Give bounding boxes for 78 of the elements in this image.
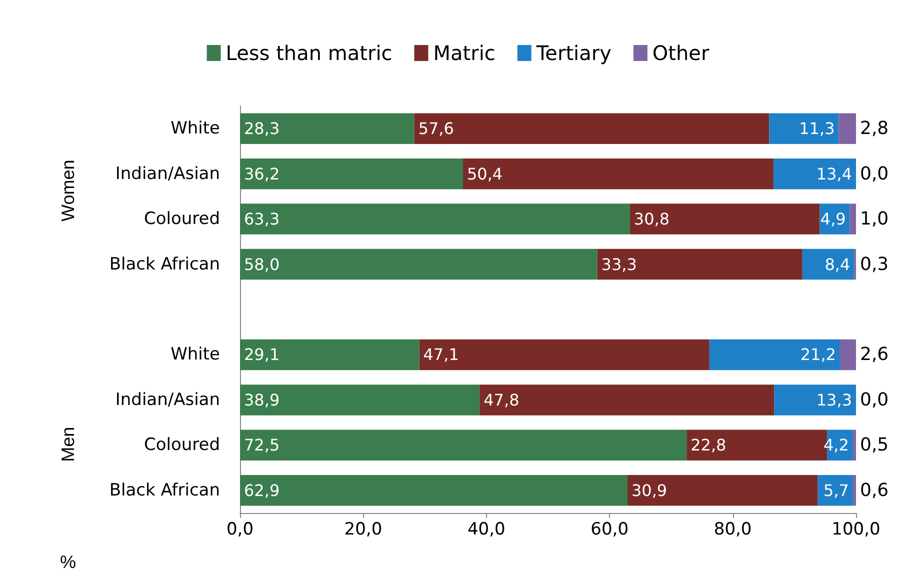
data-label: 28,3 xyxy=(244,119,280,138)
bar xyxy=(240,204,630,234)
y-tick-label: Indian/Asian xyxy=(115,164,220,184)
data-label: 21,2 xyxy=(800,345,836,364)
bar xyxy=(627,475,818,506)
data-label: 0,5 xyxy=(860,434,889,456)
data-label: 30,8 xyxy=(634,210,670,229)
bar xyxy=(802,248,854,280)
x-tick-label: 0,0 xyxy=(226,520,254,540)
data-label: 29,1 xyxy=(244,345,280,364)
data-label: 2,8 xyxy=(860,118,889,140)
bar xyxy=(480,384,774,416)
data-label: 0,6 xyxy=(860,480,889,501)
data-label: 22,8 xyxy=(690,436,726,455)
bar xyxy=(838,113,856,144)
data-label: 36,2 xyxy=(244,164,280,184)
bar xyxy=(709,339,840,370)
data-label: 47,1 xyxy=(423,345,459,364)
bar xyxy=(773,158,856,190)
bar xyxy=(840,339,856,370)
legend-label: Less than matric xyxy=(226,41,392,65)
data-label: 72,5 xyxy=(244,436,280,455)
x-tick-label: 20,0 xyxy=(344,520,382,540)
y-tick-label: Black African xyxy=(109,254,220,274)
y-tick-label: White xyxy=(170,118,220,139)
x-tick-label: 80,0 xyxy=(714,520,752,540)
y-tick-label: White xyxy=(170,344,220,365)
y-tick-label: Indian/Asian xyxy=(115,390,220,410)
data-label: 50,4 xyxy=(466,164,503,184)
x-tick-label: 40,0 xyxy=(467,520,506,540)
data-label: 57,6 xyxy=(418,119,454,138)
data-label: 47,8 xyxy=(484,390,520,410)
bar xyxy=(240,475,628,506)
x-tick-label: 60,0 xyxy=(590,520,629,540)
data-label: 58,0 xyxy=(244,254,280,274)
data-label: 30,9 xyxy=(631,480,668,500)
data-label: 8,4 xyxy=(824,254,850,274)
bar xyxy=(462,158,774,190)
x-tick-label: 100,0 xyxy=(832,520,880,540)
data-label: 13,3 xyxy=(816,390,852,410)
data-label: 13,4 xyxy=(816,164,852,184)
bar xyxy=(818,475,853,506)
bar xyxy=(769,113,839,144)
legend-label: Other xyxy=(652,41,710,65)
data-label: 0,0 xyxy=(860,389,889,410)
y-tick-label: Coloured xyxy=(144,209,220,230)
data-label: 2,6 xyxy=(860,344,889,366)
y-tick-label: Coloured xyxy=(144,435,220,456)
data-label: 5,7 xyxy=(823,480,849,500)
data-label: 33,3 xyxy=(601,254,637,274)
data-label: 0,3 xyxy=(860,254,889,275)
data-label: 62,9 xyxy=(244,480,280,500)
data-label: 1,0 xyxy=(860,208,889,230)
y-tick-label: Black African xyxy=(109,480,220,500)
bar xyxy=(240,158,463,190)
x-axis-title: % xyxy=(60,552,76,572)
text: Women xyxy=(58,160,78,222)
data-label: 38,9 xyxy=(244,390,280,410)
bar xyxy=(240,113,414,144)
bar xyxy=(850,204,856,234)
data-label: 63,3 xyxy=(244,210,280,229)
bar xyxy=(240,248,598,280)
bar xyxy=(240,430,687,461)
bar xyxy=(774,384,856,416)
data-label: 0,0 xyxy=(860,163,889,184)
bar xyxy=(414,113,770,144)
bar xyxy=(630,204,820,234)
bar xyxy=(240,339,420,370)
legend-label: Tertiary xyxy=(535,41,612,65)
bar xyxy=(852,430,856,461)
bar xyxy=(240,384,480,416)
data-label: 11,3 xyxy=(799,119,835,138)
bar xyxy=(419,339,710,370)
bar xyxy=(597,248,802,280)
data-label: 4,9 xyxy=(820,210,846,229)
bar xyxy=(852,475,856,506)
legend-label: Matric xyxy=(433,41,496,65)
text: Men xyxy=(58,426,78,462)
